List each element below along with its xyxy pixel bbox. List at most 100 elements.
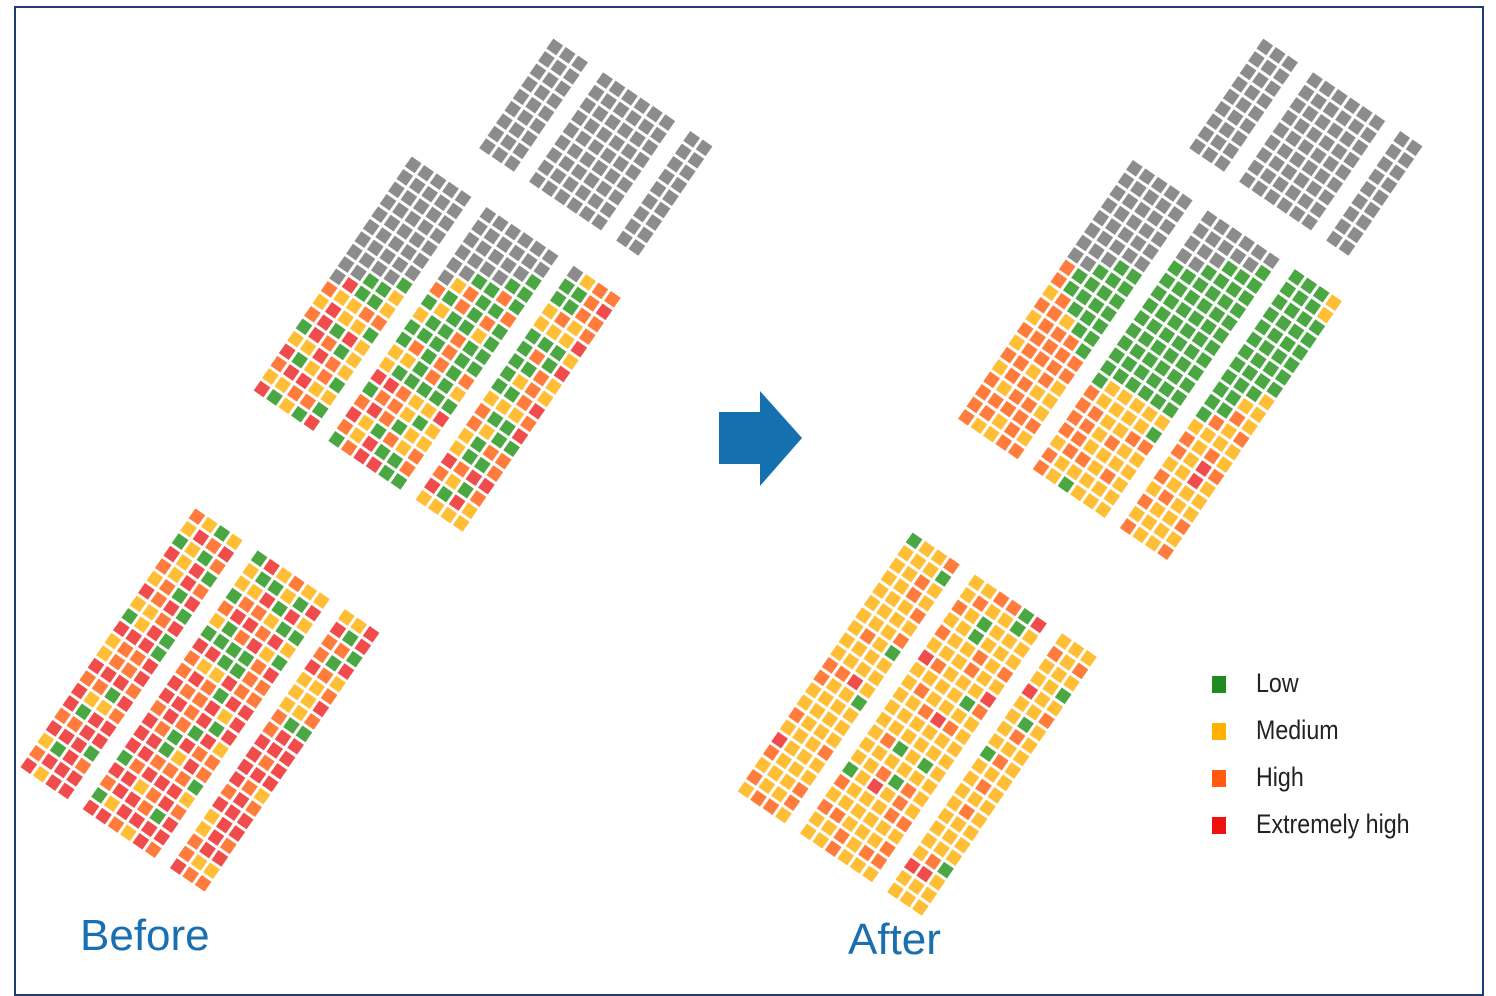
tile	[1100, 251, 1118, 269]
tile	[99, 774, 117, 792]
tile	[436, 485, 454, 503]
tile	[432, 464, 449, 482]
tile	[942, 666, 960, 683]
tile	[350, 264, 367, 282]
tile	[909, 661, 926, 679]
tile	[303, 360, 321, 377]
tile	[196, 550, 214, 567]
tile	[337, 663, 355, 680]
tile	[892, 578, 910, 595]
tile	[870, 853, 888, 870]
legend-label-extremely-high: Extremely high	[1256, 809, 1410, 839]
tile	[879, 732, 897, 749]
tile	[649, 180, 667, 198]
tile	[1100, 197, 1118, 215]
tile	[203, 862, 220, 880]
tile	[1125, 268, 1143, 285]
tile	[1326, 230, 1343, 248]
tile	[1368, 168, 1385, 186]
tile	[45, 774, 63, 791]
tile	[979, 799, 996, 817]
legend-label-medium: Medium	[1256, 715, 1339, 745]
tile	[587, 84, 605, 102]
tile	[533, 84, 551, 102]
tile	[250, 604, 268, 622]
tile	[108, 707, 125, 725]
tile	[876, 603, 893, 620]
tile	[1158, 380, 1175, 398]
tile	[1254, 373, 1271, 390]
tile	[550, 59, 568, 77]
tile	[195, 766, 213, 784]
tile	[779, 719, 797, 736]
tile	[246, 637, 263, 655]
tile	[440, 452, 458, 470]
tile	[897, 544, 914, 562]
tile	[1283, 302, 1301, 320]
tile	[1150, 176, 1168, 194]
tile	[474, 348, 492, 366]
tile	[1057, 476, 1075, 493]
tile	[887, 774, 905, 791]
tile	[453, 352, 471, 370]
tile	[232, 791, 250, 809]
tile	[387, 235, 405, 253]
tile	[320, 389, 337, 407]
tile	[1033, 691, 1051, 709]
tile	[465, 415, 483, 432]
tile	[901, 619, 918, 637]
tile	[157, 795, 175, 813]
tile	[887, 719, 905, 737]
tile	[196, 658, 213, 676]
tile	[549, 290, 567, 308]
tile	[192, 583, 209, 601]
tile	[437, 269, 455, 286]
tile	[1276, 197, 1294, 214]
tile	[474, 402, 491, 420]
tile	[541, 303, 559, 320]
tile	[1145, 372, 1163, 390]
tile	[320, 335, 338, 352]
tile	[678, 164, 696, 182]
tile	[1086, 459, 1104, 477]
tile	[379, 302, 396, 319]
tile	[524, 328, 542, 345]
tile	[1207, 414, 1225, 432]
tile	[830, 644, 847, 662]
tile	[441, 344, 458, 361]
tile	[412, 198, 430, 215]
tile	[1222, 88, 1240, 106]
tile	[183, 704, 200, 721]
tile	[203, 808, 221, 826]
tile	[845, 782, 863, 799]
tile	[783, 740, 801, 757]
tile	[867, 723, 884, 741]
tile	[1128, 397, 1146, 415]
tile	[958, 408, 975, 426]
tile	[587, 192, 604, 210]
tile	[175, 608, 193, 625]
tile	[950, 707, 968, 725]
tile	[1263, 188, 1281, 206]
tile	[358, 306, 375, 323]
tile	[458, 265, 476, 282]
tile	[454, 298, 471, 316]
tile	[970, 811, 988, 829]
legend-item-high: High	[1208, 762, 1468, 792]
tile	[641, 193, 659, 210]
tile	[444, 473, 462, 491]
tile	[925, 745, 943, 762]
tile	[937, 861, 954, 879]
tile	[1210, 134, 1227, 151]
tile	[1230, 130, 1248, 147]
tile	[1075, 234, 1093, 252]
tile	[1008, 388, 1025, 406]
tile	[212, 741, 229, 759]
tile	[184, 541, 201, 559]
tile	[1264, 80, 1282, 98]
tile	[191, 691, 209, 709]
legend-swatch-medium	[1212, 723, 1226, 740]
tile	[333, 642, 351, 660]
tile	[570, 286, 588, 304]
tile	[695, 139, 713, 157]
